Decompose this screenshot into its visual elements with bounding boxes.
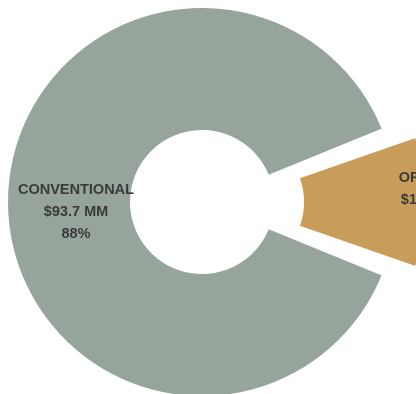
slices-group	[8, 8, 416, 394]
labels-group: ORGANIC$12.2 MM12%CONVENTIONAL$93.7 MM88…	[18, 170, 416, 242]
slice-conventional	[8, 8, 382, 394]
conventional-value-label: $93.7 MM	[44, 204, 108, 220]
conventional-percent-label: 88%	[61, 226, 90, 242]
slice-organic	[299, 138, 416, 266]
organic-category-label: ORGANIC	[399, 170, 416, 186]
organic-value-label: $12.2 MM	[401, 192, 416, 208]
conventional-category-label: CONVENTIONAL	[18, 182, 134, 198]
